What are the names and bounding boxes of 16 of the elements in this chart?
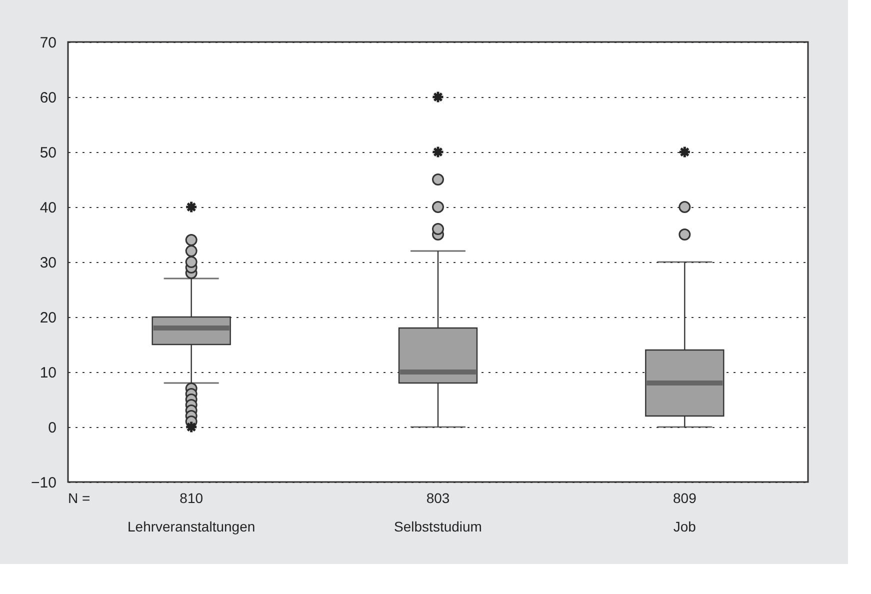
text: 803 [426, 490, 450, 506]
y-tick-label: −10 [31, 474, 56, 492]
y-tick-label: 40 [40, 200, 56, 216]
y-tick-label: 70 [40, 34, 56, 52]
y-tick-label: 50 [40, 144, 56, 162]
y-tick-label: 60 [40, 90, 56, 106]
x-tick-label: Job [673, 518, 696, 534]
y-tick-label: 10 [40, 364, 56, 382]
y-tick-label: 30 [40, 254, 56, 272]
x-tick-label: Selbststudium [394, 518, 482, 534]
text: 810 [180, 490, 204, 506]
y-tick-label: 20 [40, 310, 56, 326]
x-tick-label: Lehrveranstaltungen [128, 518, 256, 534]
text: 809 [672, 490, 697, 506]
y-tick-label: 0 [48, 420, 56, 436]
text: N = [68, 490, 90, 506]
